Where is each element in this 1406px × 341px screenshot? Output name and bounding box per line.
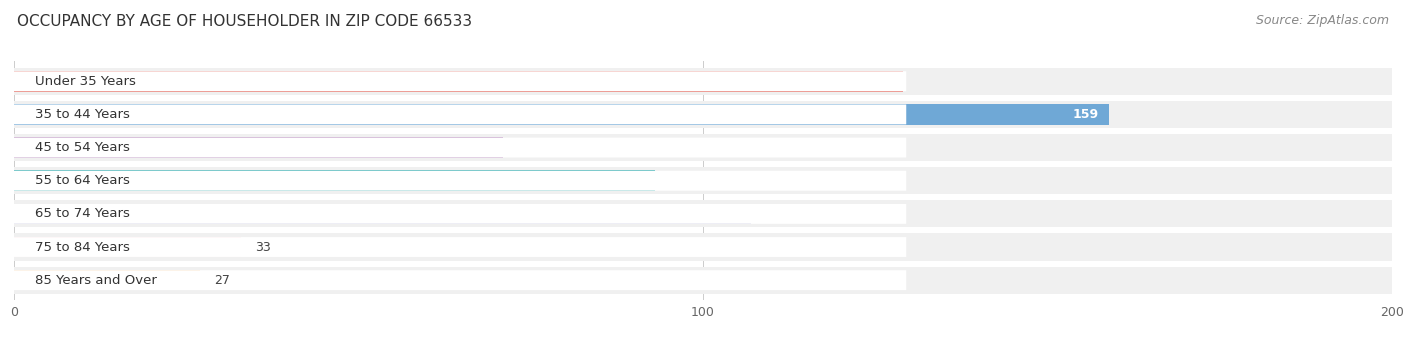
FancyBboxPatch shape bbox=[11, 171, 907, 191]
Bar bbox=[14, 71, 903, 91]
Text: 107: 107 bbox=[714, 207, 741, 220]
FancyBboxPatch shape bbox=[11, 71, 907, 91]
Text: Source: ZipAtlas.com: Source: ZipAtlas.com bbox=[1256, 14, 1389, 27]
Text: 85 Years and Over: 85 Years and Over bbox=[35, 274, 156, 287]
Text: 159: 159 bbox=[1073, 108, 1099, 121]
Bar bbox=[14, 68, 1392, 95]
FancyBboxPatch shape bbox=[11, 237, 907, 257]
Text: 33: 33 bbox=[256, 240, 271, 254]
Bar bbox=[14, 104, 1109, 125]
Bar bbox=[14, 237, 242, 257]
Text: 27: 27 bbox=[214, 274, 229, 287]
Text: 93: 93 bbox=[627, 174, 644, 187]
Bar bbox=[14, 101, 1392, 128]
Bar bbox=[14, 234, 1392, 261]
Text: OCCUPANCY BY AGE OF HOUSEHOLDER IN ZIP CODE 66533: OCCUPANCY BY AGE OF HOUSEHOLDER IN ZIP C… bbox=[17, 14, 472, 29]
Bar bbox=[14, 200, 1392, 227]
FancyBboxPatch shape bbox=[11, 104, 907, 124]
Bar bbox=[14, 267, 1392, 294]
Text: 75 to 84 Years: 75 to 84 Years bbox=[35, 240, 129, 254]
Text: 45 to 54 Years: 45 to 54 Years bbox=[35, 141, 129, 154]
Text: 55 to 64 Years: 55 to 64 Years bbox=[35, 174, 129, 187]
Text: Under 35 Years: Under 35 Years bbox=[35, 75, 135, 88]
Bar bbox=[14, 270, 200, 291]
Bar bbox=[14, 204, 751, 224]
Text: 71: 71 bbox=[475, 141, 494, 154]
Text: 129: 129 bbox=[866, 75, 893, 88]
Bar bbox=[14, 170, 655, 191]
Text: 65 to 74 Years: 65 to 74 Years bbox=[35, 207, 129, 220]
Text: 35 to 44 Years: 35 to 44 Years bbox=[35, 108, 129, 121]
Bar bbox=[14, 134, 1392, 161]
FancyBboxPatch shape bbox=[11, 270, 907, 290]
FancyBboxPatch shape bbox=[11, 204, 907, 224]
FancyBboxPatch shape bbox=[11, 138, 907, 158]
Bar bbox=[14, 167, 1392, 194]
Bar bbox=[14, 137, 503, 158]
